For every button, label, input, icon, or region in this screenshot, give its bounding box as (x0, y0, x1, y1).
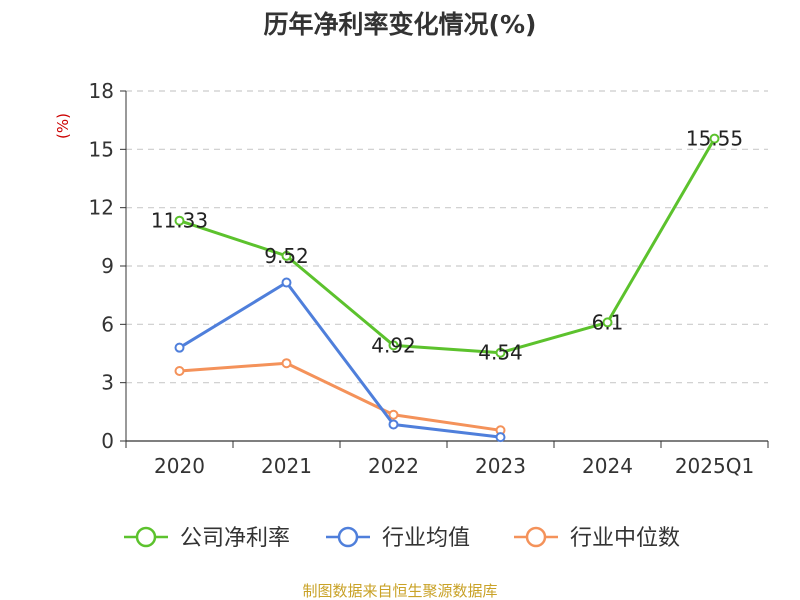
x-tick-label-2025Q1: 2025Q1 (675, 454, 754, 478)
series-1-point-2023[interactable] (495, 432, 506, 443)
series-0-point-2022[interactable] (388, 340, 399, 351)
data-labels: 11.33 9.52 4.92 4.54 6.1 15.55 (151, 127, 743, 365)
legend-swatch-marker (337, 526, 359, 548)
y-tick-label-12: 12 (89, 196, 114, 220)
chart-title: 历年净利率变化情况(%) (264, 10, 537, 39)
legend-item-2[interactable]: 行业中位数 (514, 526, 680, 551)
data-label-2025Q1: 15.55 (686, 127, 743, 151)
y-tick-label-3: 3 (101, 371, 114, 395)
series-0-point-2020[interactable] (174, 215, 185, 226)
series-line-0 (179, 137, 716, 355)
y-tick-label-18: 18 (89, 79, 114, 103)
series-2-point-2020[interactable] (174, 366, 185, 376)
legend-swatch-marker (135, 526, 157, 548)
data-label-2022: 4.92 (371, 333, 416, 357)
data-label-2021: 9.52 (264, 244, 309, 268)
y-tick-label-0: 0 (101, 429, 114, 453)
legend-label: 公司净利率 (180, 526, 290, 551)
series-0-point-2025Q1[interactable] (709, 133, 720, 144)
y-tick-label-6: 6 (101, 312, 114, 336)
data-label-2023: 4.54 (478, 341, 523, 365)
y-tick-label-9: 9 (101, 254, 114, 278)
series-line-1 (178, 281, 501, 439)
legend-label: 行业均值 (382, 526, 470, 551)
axes: 0 3 6 9 12 15 18 2020 2021 2022 2023 2024 2025Q1 (89, 79, 769, 478)
series-0-point-2024[interactable] (602, 317, 613, 328)
legend-item-0[interactable]: 公司净利率 (124, 526, 290, 551)
series-line-2 (179, 361, 501, 432)
source-note: 制图数据来自恒生聚源数据库 (302, 582, 497, 600)
legend-swatch-marker (525, 526, 547, 548)
x-tick-label-2024: 2024 (582, 454, 633, 478)
series-1-point-2022[interactable] (388, 419, 399, 430)
series-lines (174, 133, 720, 443)
legend-label: 行业中位数 (570, 526, 680, 551)
series-2-point-2021[interactable] (281, 358, 292, 369)
y-axis-label: (%) (54, 113, 72, 139)
y-tick-label-15: 15 (89, 137, 114, 161)
grid-lines (126, 90, 768, 384)
series-1-point-2021[interactable] (281, 277, 292, 288)
series-0-point-2023[interactable] (495, 347, 506, 358)
x-tick-label-2021: 2021 (261, 454, 312, 478)
x-tick-label-2023: 2023 (475, 454, 526, 478)
series-1-point-2020[interactable] (174, 342, 185, 353)
x-tick-label-2020: 2020 (154, 454, 205, 478)
series-2-point-2022[interactable] (388, 409, 399, 420)
series-0-point-2021[interactable] (281, 250, 292, 261)
legend-item-1[interactable]: 行业均值 (326, 526, 470, 551)
legend[interactable]: 公司净利率 行业均值 行业中位数 (124, 526, 680, 551)
data-label-2024: 6.1 (592, 310, 624, 334)
x-tick-label-2022: 2022 (368, 454, 419, 478)
data-label-2020: 11.33 (151, 209, 208, 233)
